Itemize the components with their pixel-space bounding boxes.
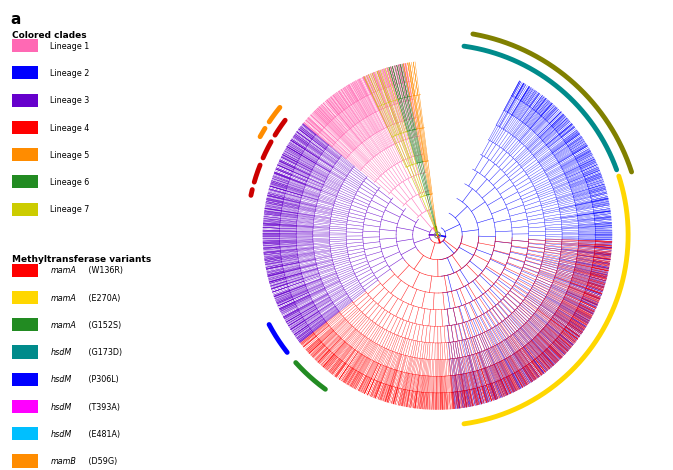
Bar (12, 203, 38, 216)
Text: a: a (10, 12, 20, 27)
Text: Lineage 4: Lineage 4 (50, 124, 90, 133)
Bar (12, 175, 38, 188)
Text: mamA: mamA (50, 321, 76, 330)
Bar (12, 148, 38, 161)
Text: Lineage 3: Lineage 3 (50, 96, 90, 105)
Text: Lineage 5: Lineage 5 (50, 151, 90, 160)
Bar (12, 264, 38, 277)
Bar (12, 318, 38, 331)
Text: Colored clades: Colored clades (12, 31, 87, 39)
Bar (12, 373, 38, 386)
Text: mamA: mamA (50, 266, 76, 275)
Text: hsdM: hsdM (50, 376, 72, 384)
Text: (P306L): (P306L) (86, 376, 119, 384)
Bar (12, 291, 38, 304)
Text: (D59G): (D59G) (86, 457, 118, 466)
Text: Lineage 2: Lineage 2 (50, 69, 90, 78)
Bar (12, 39, 38, 52)
Bar (12, 427, 38, 440)
Bar (12, 94, 38, 107)
Text: hsdM: hsdM (50, 348, 72, 357)
Bar (12, 121, 38, 134)
Text: Lineage 7: Lineage 7 (50, 205, 90, 214)
Text: (G152S): (G152S) (86, 321, 122, 330)
Bar (12, 400, 38, 413)
Text: (T393A): (T393A) (86, 403, 120, 412)
Text: mamA: mamA (50, 294, 76, 303)
Text: hsdM: hsdM (50, 403, 72, 412)
Text: (E270A): (E270A) (86, 294, 120, 303)
Text: mamB: mamB (50, 457, 76, 466)
Text: Lineage 1: Lineage 1 (50, 42, 90, 51)
Bar (12, 345, 38, 359)
Text: hsdM: hsdM (50, 430, 72, 439)
Text: (E481A): (E481A) (86, 430, 120, 439)
Text: (W136R): (W136R) (86, 266, 123, 275)
Text: (G173D): (G173D) (86, 348, 122, 357)
Bar (12, 454, 38, 468)
Text: Lineage 6: Lineage 6 (50, 178, 90, 187)
Bar (12, 66, 38, 79)
Text: Methyltransferase variants: Methyltransferase variants (12, 255, 151, 264)
